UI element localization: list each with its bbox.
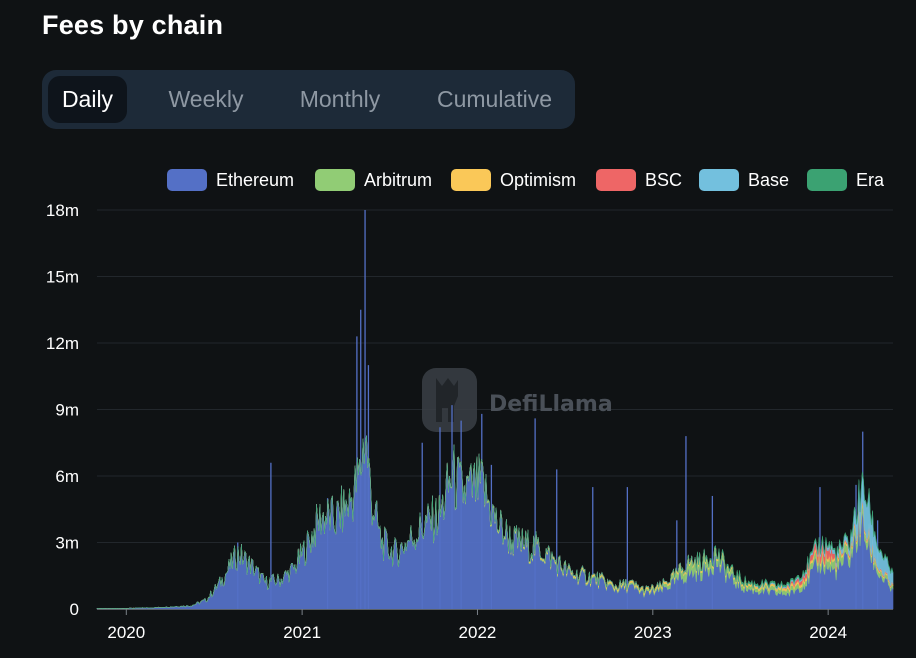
- tab-monthly[interactable]: Monthly: [299, 86, 381, 112]
- grid-lines: [97, 209, 893, 543]
- legend-label-ethereum: Ethereum: [216, 169, 295, 190]
- legend-item-arbitrum[interactable]: Arbitrum: [315, 168, 432, 192]
- chart-title: Fees by chain: [42, 10, 224, 40]
- y-tick-label-6: 18m: [46, 201, 79, 220]
- legend-label-bsc: BSC: [645, 169, 683, 190]
- x-tick-label-1: 2021: [283, 623, 321, 642]
- defillama-watermark: DefiLlama: [422, 368, 613, 432]
- legend-label-base: Base: [748, 169, 790, 190]
- legend-label-era: Era: [856, 169, 885, 190]
- legend-item-base[interactable]: Base: [699, 168, 789, 192]
- legend-swatch-base: [699, 169, 739, 191]
- tab-daily[interactable]: Daily: [48, 76, 127, 123]
- legend-label-arbitrum: Arbitrum: [364, 169, 433, 190]
- legend-swatch-optimism: [451, 169, 491, 191]
- legend-swatch-bsc: [596, 169, 636, 191]
- legend-item-bsc[interactable]: BSC: [596, 168, 682, 192]
- x-tick-label-0: 2020: [107, 623, 145, 642]
- y-tick-label-0: 0: [70, 600, 79, 619]
- y-tick-label-1: 3m: [55, 534, 79, 553]
- tab-cumulative[interactable]: Cumulative: [436, 86, 553, 112]
- period-tabs: Daily Weekly Monthly Cumulative: [42, 70, 575, 129]
- watermark-text: DefiLlama: [489, 392, 613, 417]
- x-tick-label-2: 2022: [459, 623, 497, 642]
- series-layer: [96, 210, 894, 610]
- legend-swatch-arbitrum: [315, 169, 355, 191]
- legend-item-optimism[interactable]: Optimism: [451, 168, 576, 192]
- y-tick-label-5: 15m: [46, 268, 79, 287]
- legend-swatch-era: [807, 169, 847, 191]
- x-tick-label-4: 2024: [809, 623, 847, 642]
- tab-weekly[interactable]: Weekly: [168, 86, 244, 112]
- y-tick-label-4: 12m: [46, 334, 79, 353]
- series-area-era: [96, 435, 894, 609]
- legend-item-ethereum[interactable]: Ethereum: [167, 168, 294, 192]
- y-tick-label-3: 9m: [55, 401, 79, 420]
- y-tick-label-2: 6m: [55, 467, 79, 486]
- legend-label-optimism: Optimism: [500, 169, 576, 190]
- x-tick-label-3: 2023: [634, 623, 672, 642]
- x-axis: 2020 2021 2022 2023 2024: [97, 609, 893, 642]
- legend-item-era[interactable]: Era: [807, 168, 884, 192]
- y-axis: 0 3m 6m 9m 12m 15m 18m: [46, 201, 79, 619]
- legend-swatch-ethereum: [167, 169, 207, 191]
